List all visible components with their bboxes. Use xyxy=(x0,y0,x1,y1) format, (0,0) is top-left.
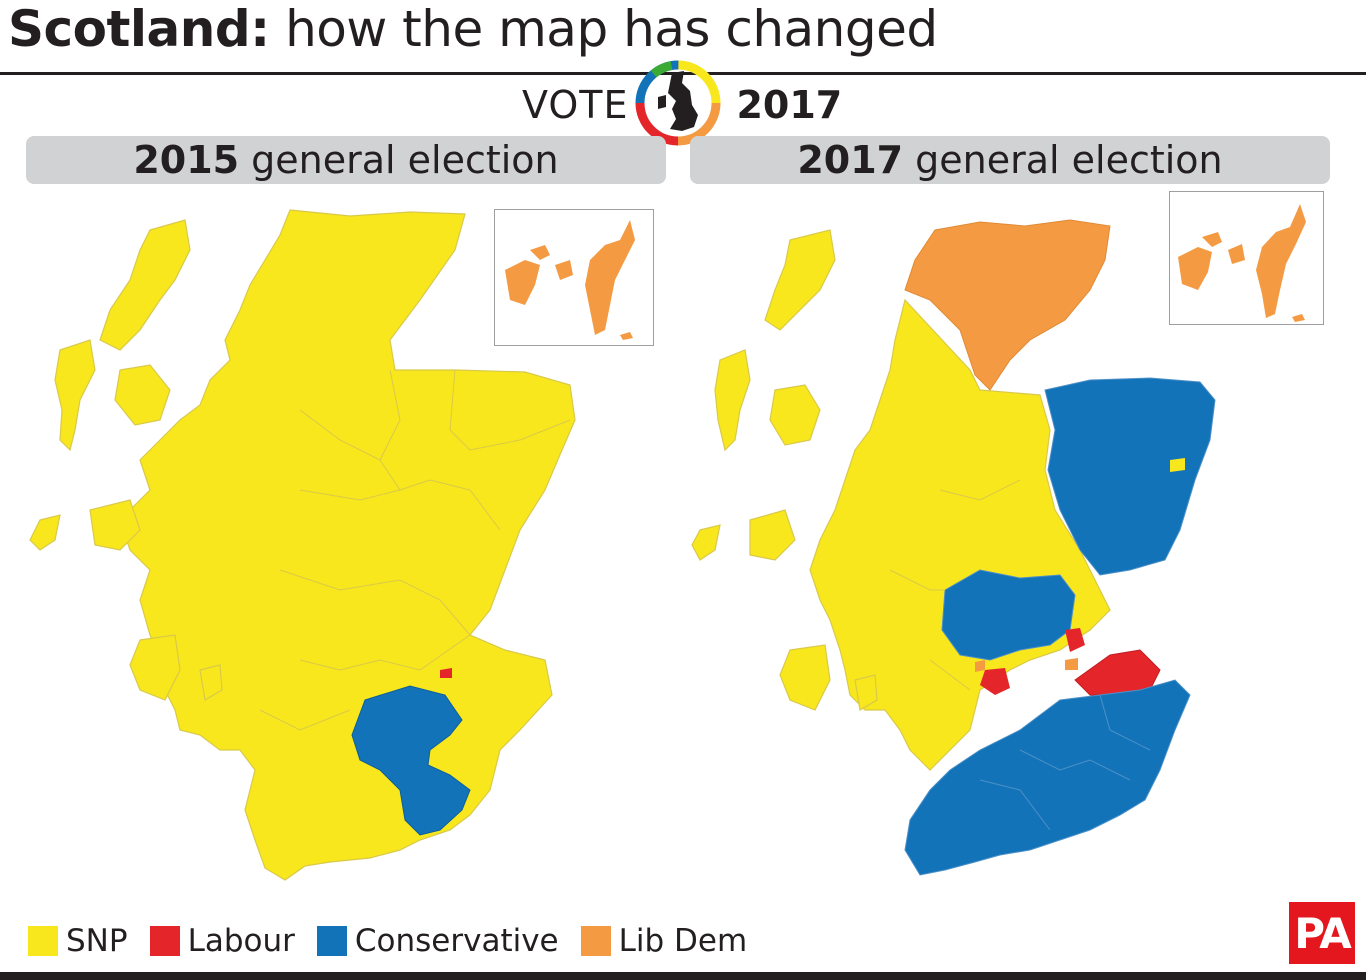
map-2015-islands-small xyxy=(29,514,61,551)
legend-item-libdem: Lib Dem xyxy=(580,923,748,959)
legend: SNP Labour Conservative Lib Dem xyxy=(28,922,769,960)
map-2017-islands-outer xyxy=(714,349,751,452)
map-2017-inset-islands xyxy=(1178,204,1306,322)
bottom-rule xyxy=(0,972,1366,980)
map-2017-islands-skye xyxy=(769,384,821,446)
panel-2017-header: 2017 general election xyxy=(690,136,1330,184)
vote-badge-group: VOTE 2017 xyxy=(522,60,843,146)
map-2015-islands-skye xyxy=(114,364,171,426)
legend-swatch-libdem xyxy=(580,926,611,956)
legend-label-conservative: Conservative xyxy=(354,923,559,959)
map-2017-conservative-perth xyxy=(941,569,1076,661)
map-2017-libdem-north xyxy=(904,219,1111,391)
pa-logo: PA xyxy=(1289,902,1355,964)
vote-2017-logo-icon xyxy=(635,60,721,146)
map-2017 xyxy=(691,219,1216,876)
panel-2017-label: general election xyxy=(915,138,1223,182)
map-2017-inset xyxy=(1169,191,1324,325)
legend-item-labour: Labour xyxy=(149,923,295,959)
legend-swatch-conservative xyxy=(316,926,347,956)
map-2017-labour-glasgow xyxy=(980,668,1010,695)
map-2017-islands-small xyxy=(691,524,721,561)
map-2017-islands-north xyxy=(764,229,836,331)
legend-label-labour: Labour xyxy=(187,923,295,959)
map-2017-snp-aberdeen xyxy=(1170,458,1185,472)
panel-2015-label: general election xyxy=(251,138,559,182)
map-2015-conservative-seat xyxy=(351,685,471,836)
legend-item-conservative: Conservative xyxy=(316,923,559,959)
map-2015-inset-islands xyxy=(505,220,635,340)
map-2015-labour-seat xyxy=(440,668,452,678)
map-2017-islands-arran xyxy=(854,674,878,711)
vote-word: VOTE xyxy=(522,83,629,127)
map-2017-libdem-glasgow xyxy=(975,660,985,672)
legend-swatch-labour xyxy=(149,926,180,956)
panel-2015-year: 2015 xyxy=(133,138,240,182)
map-2015-islands-north xyxy=(99,219,191,351)
map-2015-islands-arran xyxy=(199,664,223,701)
map-2017-libdem-edinburgh xyxy=(1065,658,1078,670)
map-2017-conservative-south xyxy=(904,679,1191,876)
vote-year: 2017 xyxy=(736,83,843,127)
title-bold: Scotland: xyxy=(8,0,270,58)
map-2017-islands-mull xyxy=(749,509,796,561)
panel-2017-year: 2017 xyxy=(797,138,904,182)
panel-2015-header: 2015 general election xyxy=(26,136,666,184)
map-2017-mainland-snp xyxy=(809,298,1111,771)
map-2015-islands-mull xyxy=(89,499,141,551)
page-title: Scotland: how the map has changed xyxy=(8,0,938,58)
map-2017-labour-fife xyxy=(1065,628,1085,652)
map-2015 xyxy=(29,209,576,881)
legend-label-snp: SNP xyxy=(66,923,128,959)
map-2015-islands-outer xyxy=(54,339,96,452)
map-2017-conservative-northeast xyxy=(1044,377,1216,576)
map-2015-mainland-snp xyxy=(119,209,576,881)
title-rest: how the map has changed xyxy=(285,0,938,58)
legend-item-snp: SNP xyxy=(28,923,128,959)
legend-label-libdem: Lib Dem xyxy=(618,923,748,959)
map-2017-islands-islay xyxy=(779,644,831,711)
legend-swatch-snp xyxy=(28,926,58,956)
map-2017-labour-east-lothian xyxy=(1074,649,1161,696)
map-2015-inset xyxy=(494,209,654,346)
map-2015-islands-islay xyxy=(129,634,181,701)
